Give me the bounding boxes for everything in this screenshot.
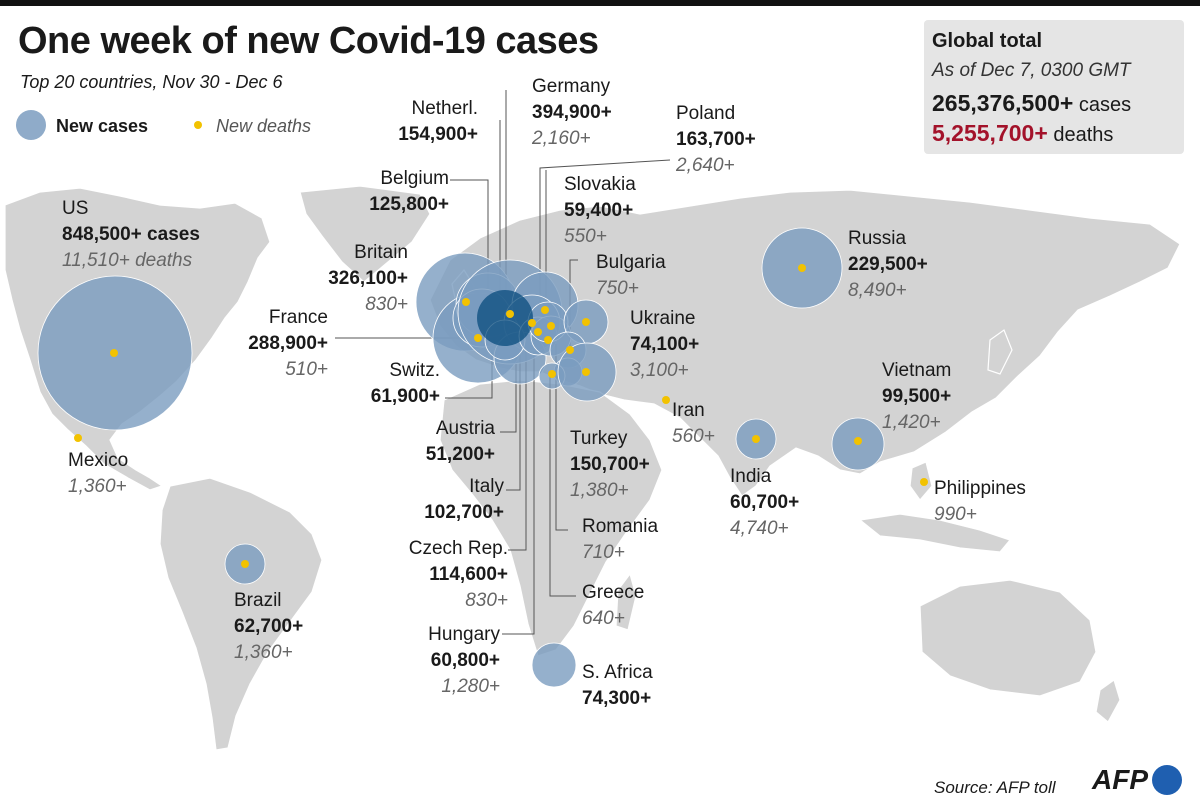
dot-italy bbox=[548, 370, 556, 378]
japan bbox=[987, 329, 1013, 375]
subtitle: Top 20 countries, Nov 30 - Dec 6 bbox=[20, 72, 283, 92]
label-romania: Romania 710+ bbox=[582, 516, 659, 563]
label-switzerland: Switz. 61,900+ bbox=[370, 360, 440, 407]
dot-poland bbox=[541, 306, 549, 314]
dot-turkey bbox=[582, 368, 590, 376]
dot-india bbox=[752, 435, 760, 443]
label-belgium: Belgium 125,800+ bbox=[369, 168, 449, 215]
label-hungary: Hungary 60,800+ 1,280+ bbox=[428, 624, 500, 697]
dot-us bbox=[110, 349, 118, 357]
southeast-asia-islands bbox=[858, 513, 1012, 553]
label-czech: Czech Rep. 114,600+ 830+ bbox=[408, 538, 508, 611]
label-us: US 848,500+ cases 11,510+ deaths bbox=[62, 198, 200, 271]
label-india: India 60,700+ 4,740+ bbox=[730, 466, 800, 539]
label-italy: Italy 102,700+ bbox=[424, 476, 504, 523]
label-germany: Germany 394,900+ 2,160+ bbox=[532, 76, 612, 149]
dot-hungary bbox=[547, 322, 555, 330]
legend-cases-label: New cases bbox=[56, 116, 149, 136]
dot-brazil bbox=[241, 560, 249, 568]
label-philippines: Philippines 990+ bbox=[934, 478, 1026, 525]
bubble-safrica bbox=[531, 642, 577, 688]
label-turkey: Turkey 150,700+ 1,380+ bbox=[570, 428, 650, 501]
global-deaths: 5,255,700+ deaths bbox=[932, 120, 1114, 146]
legend-cases-icon bbox=[16, 110, 46, 140]
global-cases: 265,376,500+ cases bbox=[932, 90, 1132, 116]
label-slovakia: Slovakia 59,400+ 550+ bbox=[564, 174, 636, 247]
dot-slovakia bbox=[544, 336, 552, 344]
dot-russia bbox=[798, 264, 806, 272]
bubble-overlap-core bbox=[477, 290, 533, 346]
label-netherlands: Netherl. 154,900+ bbox=[398, 98, 478, 145]
source-note: Source: AFP toll bbox=[934, 778, 1056, 797]
dot-mexico bbox=[74, 434, 82, 442]
dot-ukraine bbox=[582, 318, 590, 326]
label-safrica: S. Africa 74,300+ bbox=[582, 662, 653, 709]
global-total-box: Global total As of Dec 7, 0300 GMT 265,3… bbox=[924, 20, 1184, 154]
dot-vietnam bbox=[854, 437, 862, 445]
dot-czech bbox=[528, 319, 536, 327]
label-poland: Poland 163,700+ 2,640+ bbox=[676, 103, 756, 176]
label-bulgaria: Bulgaria 750+ bbox=[596, 252, 666, 299]
label-russia: Russia 229,500+ 8,490+ bbox=[848, 228, 928, 301]
dot-germany bbox=[506, 310, 514, 318]
label-mexico: Mexico 1,360+ bbox=[68, 450, 129, 497]
dot-philippines bbox=[920, 478, 928, 486]
dot-austria bbox=[534, 328, 542, 336]
label-vietnam: Vietnam 99,500+ 1,420+ bbox=[882, 360, 952, 433]
legend-deaths-label: New deaths bbox=[216, 116, 312, 136]
greenland bbox=[299, 185, 431, 283]
global-asof: As of Dec 7, 0300 GMT bbox=[932, 60, 1131, 81]
dot-romania bbox=[566, 346, 574, 354]
page-title: One week of new Covid-19 cases bbox=[18, 20, 599, 62]
label-brazil: Brazil 62,700+ 1,360+ bbox=[234, 590, 304, 663]
dot-france bbox=[474, 334, 482, 342]
label-iran: Iran 560+ bbox=[672, 400, 715, 447]
label-austria: Austria 51,200+ bbox=[425, 418, 495, 465]
label-greece: Greece 640+ bbox=[582, 582, 645, 629]
madagascar bbox=[615, 572, 637, 631]
death-dots bbox=[74, 264, 928, 568]
label-france: France 288,900+ 510+ bbox=[248, 307, 328, 380]
top-rule bbox=[0, 0, 1200, 6]
afp-logo: AFP bbox=[1092, 764, 1148, 795]
afp-logo-icon bbox=[1152, 765, 1182, 795]
label-ukraine: Ukraine 74,100+ 3,100+ bbox=[630, 308, 700, 381]
australia bbox=[919, 579, 1097, 697]
dot-iran bbox=[662, 396, 670, 404]
global-heading: Global total bbox=[932, 30, 1042, 52]
label-britain: Britain 326,100+ 830+ bbox=[328, 242, 408, 315]
dot-britain bbox=[462, 298, 470, 306]
south-america bbox=[159, 477, 323, 751]
new-zealand bbox=[1095, 679, 1121, 723]
legend-deaths-icon bbox=[194, 121, 202, 129]
